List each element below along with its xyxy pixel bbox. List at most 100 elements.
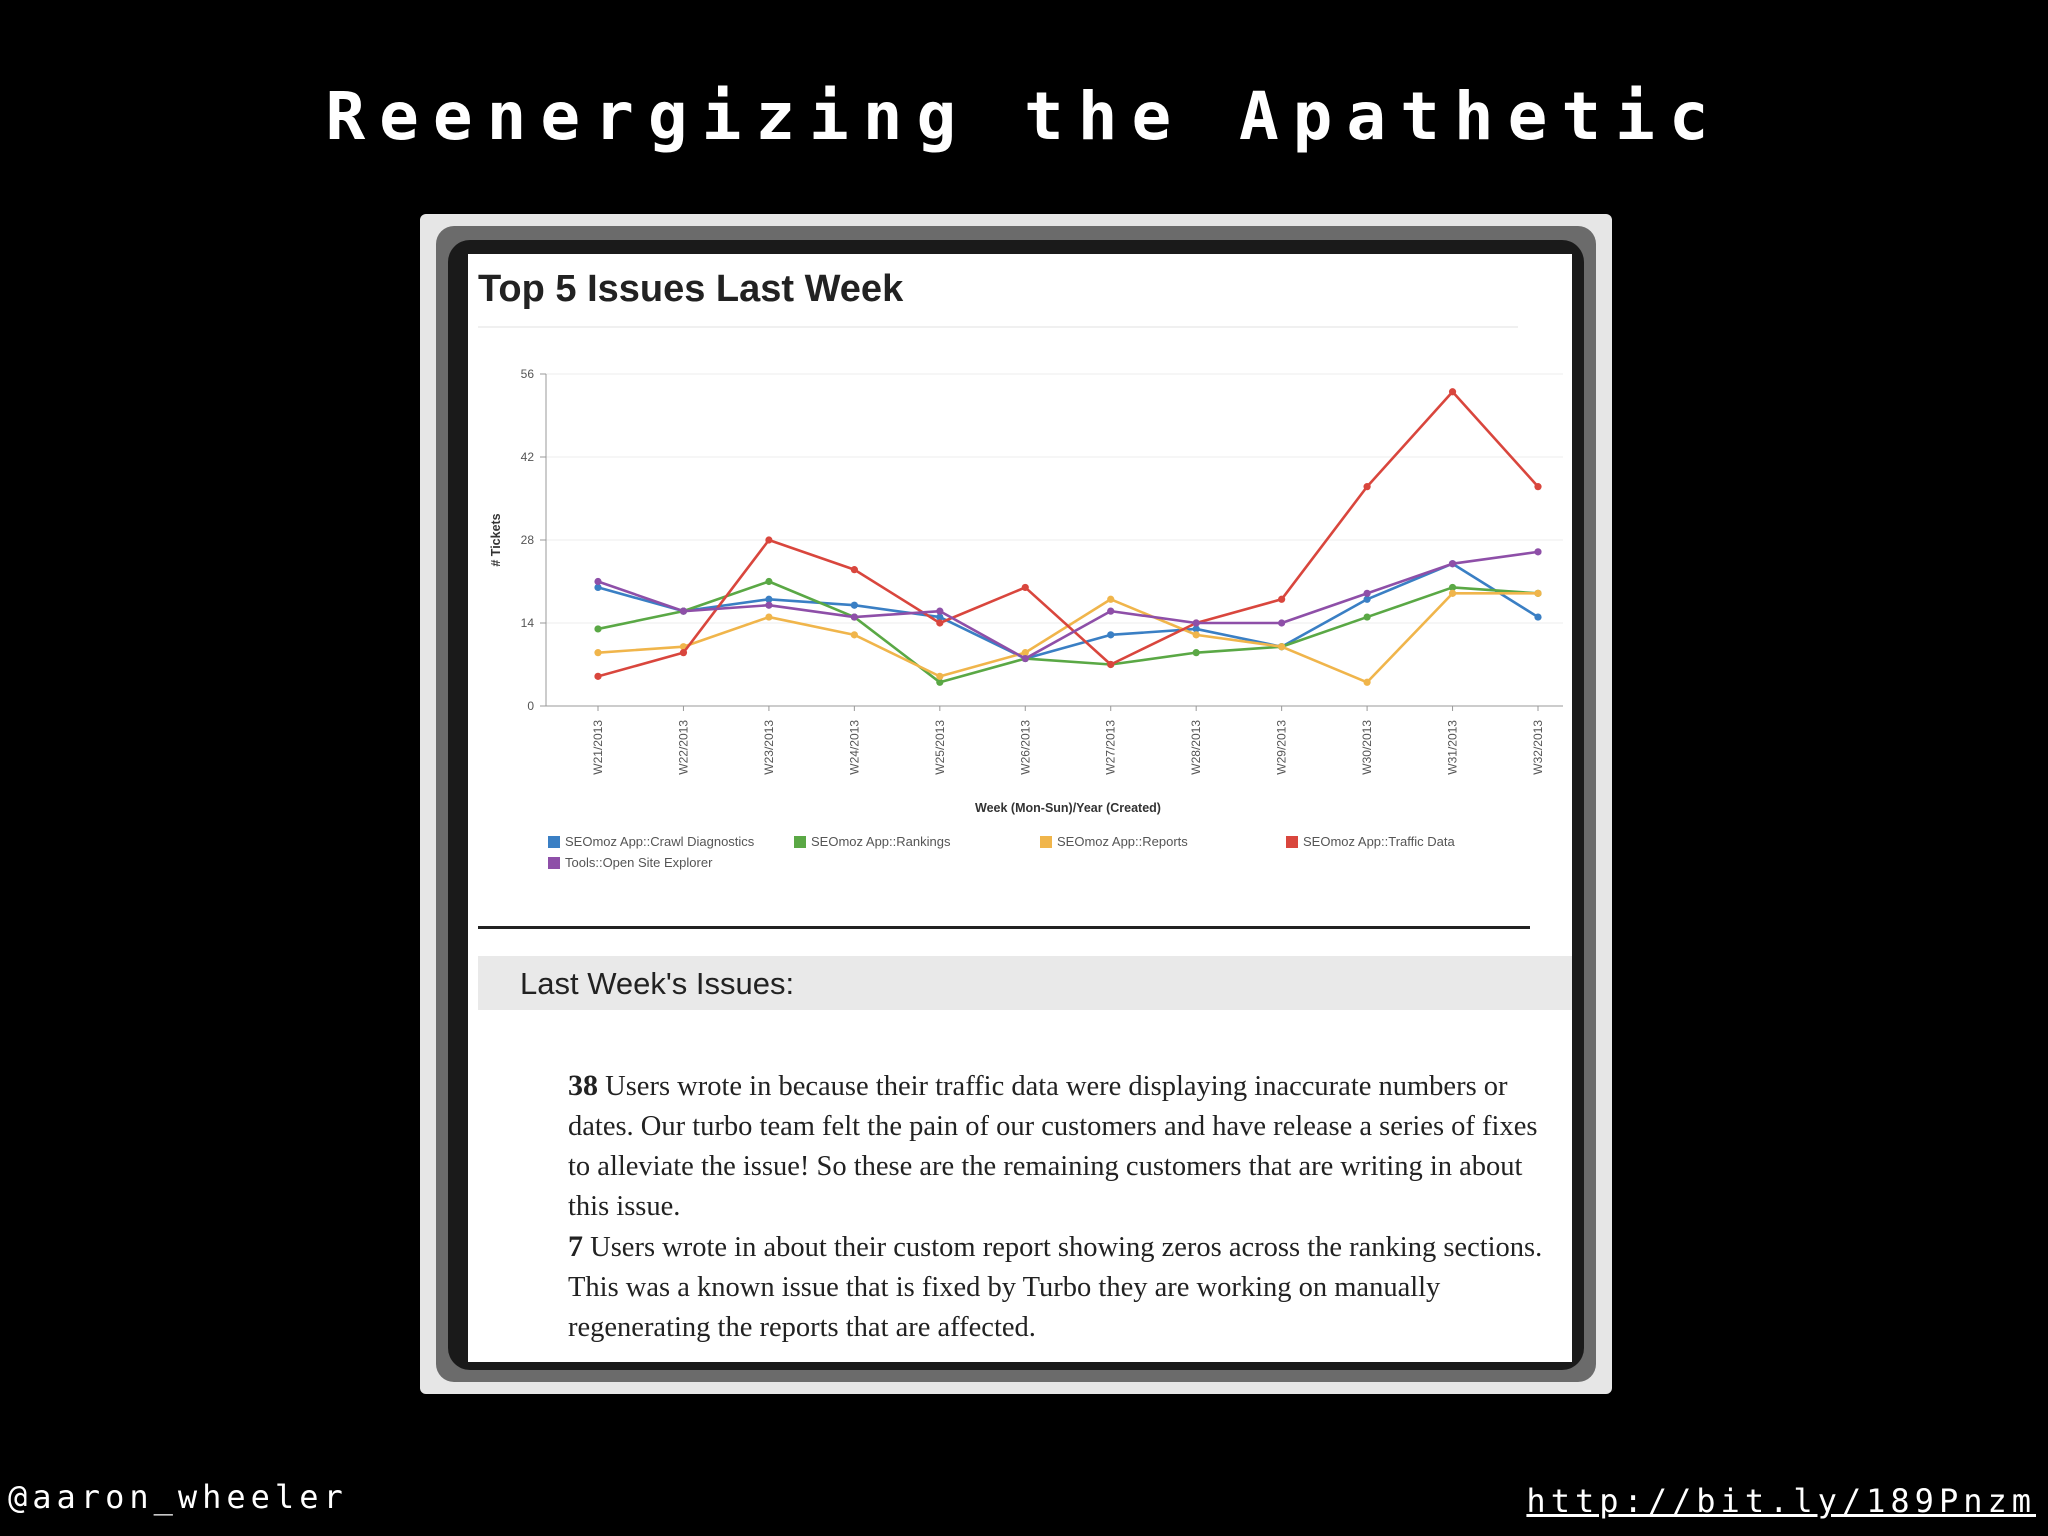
x-tick-label: W29/2013 [1275,720,1289,775]
data-point [679,649,688,657]
legend-label: SEOmoz App::Reports [1057,834,1188,849]
x-tick-label: W30/2013 [1360,720,1374,775]
x-tick-label: W28/2013 [1189,720,1203,775]
chart-series [594,388,1542,686]
x-tick-label: W27/2013 [1104,720,1118,775]
legend-swatch [1286,836,1298,848]
issue-count: 7 [568,1230,583,1263]
issue-item: 38 Users wrote in because their traffic … [568,1066,1548,1227]
panel-title: Top 5 Issues Last Week [478,268,904,310]
data-point [1448,388,1457,396]
series-line [597,580,1539,684]
legend-label: SEOmoz App::Traffic Data [1303,834,1455,849]
data-point [1448,560,1457,568]
x-axis-title: Week (Mon-Sun)/Year (Created) [975,801,1161,815]
x-tick-label: W22/2013 [676,720,690,775]
issue-text: Users wrote in about their custom report… [568,1232,1543,1343]
x-tick-label: W26/2013 [1018,720,1032,775]
legend-label: SEOmoz App::Crawl Diagnostics [565,834,755,849]
chart-grid [546,373,1563,707]
slide-title: Reenergizing the Apathetic [325,78,1723,155]
legend-swatch [548,857,560,869]
data-point [1363,613,1371,621]
legend-swatch [548,836,560,848]
data-point [1534,483,1542,491]
data-point [1107,660,1115,669]
data-point [1192,631,1200,639]
issue-count: 38 [568,1069,598,1102]
data-point [1278,619,1286,627]
legend-swatch [1040,836,1052,848]
y-tick-label: 56 [521,367,535,381]
issue-item: 7 Users wrote in about their custom repo… [568,1227,1548,1348]
data-point [936,613,944,621]
source-link[interactable]: http://bit.ly/189Pnzm [1526,1482,2036,1520]
data-point [1278,595,1286,603]
data-point [594,577,602,586]
chart-axes: 0 14 28 42 56 W21/2013 W22/2013 W23/2013 W24/201… [521,367,1545,775]
data-point [765,595,773,603]
section-heading: Last Week's Issues: [520,966,795,1001]
section-divider [478,926,1530,929]
data-point [1107,631,1115,639]
data-point [1363,483,1371,491]
x-tick-label: W24/2013 [847,720,861,775]
data-point [1448,589,1457,597]
data-point [936,678,944,686]
data-point [594,649,602,657]
data-point [679,607,688,615]
data-point [1534,548,1542,556]
legend-label: SEOmoz App::Rankings [811,834,951,849]
data-point [1363,595,1371,603]
section-header-band: Last Week's Issues: [478,956,1572,1010]
x-tick-label: W32/2013 [1531,720,1545,775]
data-point [850,566,858,574]
data-point [1107,595,1115,603]
data-point [1021,583,1029,592]
chart-legend: SEOmoz App::Crawl Diagnostics SEOmoz App:… [548,834,1455,870]
data-point [850,613,858,621]
data-point [1363,678,1371,686]
data-point [1278,643,1286,651]
data-point [594,672,602,680]
data-point [594,625,602,633]
x-tick-label: W25/2013 [933,720,947,775]
y-tick-label: 28 [521,533,535,547]
legend-label: Tools::Open Site Explorer [565,855,713,870]
data-point [1534,613,1542,621]
data-point [1192,625,1200,633]
x-tick-label: W23/2013 [762,720,776,775]
data-point [1021,654,1029,663]
data-point [1448,583,1457,592]
data-point [1107,607,1115,615]
x-tick-label: W21/2013 [591,720,605,775]
author-handle: @aaron_wheeler [8,1478,348,1516]
data-point [765,577,773,586]
issues-list: 38 Users wrote in because their traffic … [568,1066,1548,1348]
data-point [765,601,773,609]
issue-text: Users wrote in because their traffic dat… [568,1071,1538,1222]
data-point [1363,589,1371,597]
title-divider [478,326,1518,328]
report-panel: Top 5 Issues Last Week 0 14 28 42 56 W21/2013… [468,254,1572,1362]
series-line [597,562,1539,660]
data-point [1192,649,1200,657]
x-tick-label: W31/2013 [1446,720,1460,775]
y-tick-label: 0 [527,699,534,713]
data-point [765,536,773,544]
data-point [936,619,944,627]
series-line [597,390,1539,678]
data-point [1192,619,1200,627]
y-tick-label: 14 [521,616,535,630]
data-point [1534,589,1542,597]
data-point [850,631,858,639]
data-point [765,613,773,621]
series-line [597,550,1539,660]
y-tick-label: 42 [521,450,535,464]
data-point [936,607,944,615]
data-point [1021,649,1029,657]
data-point [850,601,858,609]
legend-swatch [794,836,806,848]
data-point [936,672,944,680]
line-chart: 0 14 28 42 56 W21/2013 W22/2013 W23/2013 W24/201… [489,367,1563,870]
